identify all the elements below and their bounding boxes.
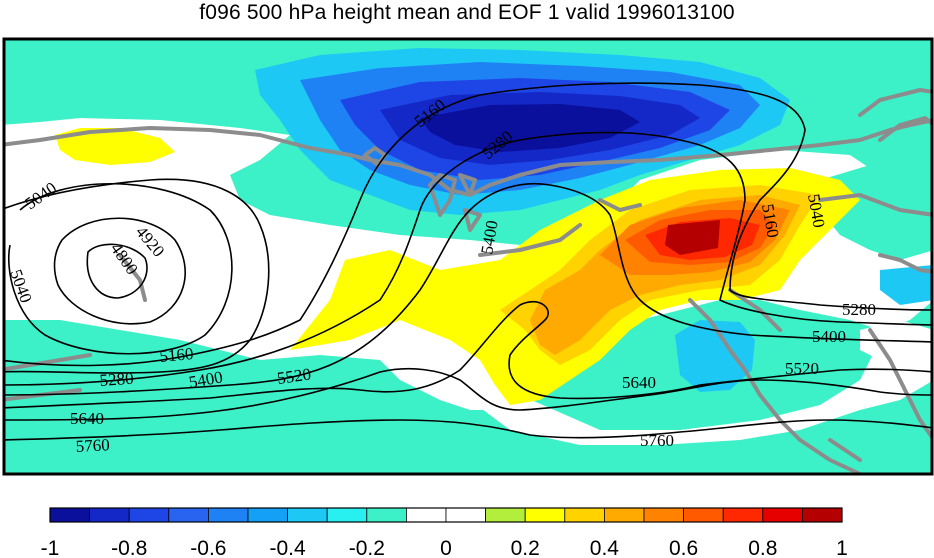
- colorbar-swatch: [247, 507, 288, 523]
- shading-yellow-nw: [55, 128, 175, 165]
- contour-label: 5520: [276, 364, 312, 388]
- colorbar-tick-label: 0.4: [590, 537, 620, 558]
- colorbar-swatch: [168, 507, 209, 523]
- colorbar-tick-label: 0.2: [511, 537, 540, 558]
- contour-label: 5760: [640, 431, 674, 450]
- colorbar-tick-label: -0.8: [111, 537, 147, 558]
- colorbar-tick-label: 0: [440, 537, 452, 558]
- contour-label: 5280: [99, 369, 134, 390]
- colorbar-tick-label: -0.6: [190, 537, 226, 558]
- shading-blue-south: [675, 320, 755, 392]
- colorbar-swatch: [445, 507, 486, 523]
- contour-label: 5400: [812, 327, 846, 346]
- shading-pos-lobe-7: [665, 220, 720, 255]
- contour-label: 5520: [785, 359, 819, 378]
- colorbar-swatch: [128, 507, 170, 523]
- shading-neg-lobe-5: [420, 104, 640, 152]
- colorbar-swatch: [326, 507, 368, 523]
- colorbar-tick-label: -0.2: [349, 537, 385, 558]
- shading-cyan-ne: [820, 160, 932, 260]
- map-panel: [4, 39, 932, 474]
- contour-label: 5280: [842, 300, 876, 319]
- colorbar-swatch: [485, 507, 526, 523]
- shading-white-east: [860, 320, 932, 365]
- colorbar-swatch: [366, 507, 407, 523]
- colorbar-swatch: [405, 507, 447, 523]
- colorbar-frame: [49, 507, 843, 523]
- colorbar-tick-label: 0.8: [748, 537, 777, 558]
- contour-label: 5640: [622, 373, 656, 392]
- colorbar-swatch: [643, 507, 684, 523]
- map-title: f096 500 hPa height mean and EOF 1 valid…: [199, 1, 735, 24]
- colorbar-swatch: [524, 507, 566, 523]
- colorbar-tick-label: -1: [41, 537, 60, 558]
- contour-label: 5160: [159, 344, 195, 366]
- height-contours: [4, 82, 932, 441]
- colorbar-swatch: [49, 507, 90, 523]
- contour-label: 5760: [75, 435, 110, 456]
- colorbar-swatch: [207, 507, 249, 523]
- colorbar-swatch: [762, 507, 803, 523]
- colorbar-swatch: [287, 507, 328, 523]
- shading-white-south: [460, 340, 932, 445]
- colorbar-swatch: [564, 507, 605, 523]
- shading-blue-east: [880, 265, 932, 305]
- colorbar-swatch: [722, 507, 764, 523]
- colorbar-tick-label: -0.4: [270, 537, 307, 558]
- map-frame: [2, 37, 934, 476]
- colorbar-swatch: [802, 507, 843, 523]
- colorbar-swatch: [89, 507, 130, 523]
- colorbar-swatch: [683, 507, 724, 523]
- colorbar-swatch: [604, 507, 645, 523]
- contour-label: 5640: [70, 409, 104, 428]
- colorbar-tick-label: 0.6: [669, 537, 698, 558]
- colorbar-tick-label: 1: [836, 537, 848, 558]
- shading-cyan-nw: [4, 39, 250, 100]
- colorbar: -1 -0.8 -0.6 -0.4 -0.2 0 0.2 0.4 0.6 0.8 1: [41, 507, 848, 558]
